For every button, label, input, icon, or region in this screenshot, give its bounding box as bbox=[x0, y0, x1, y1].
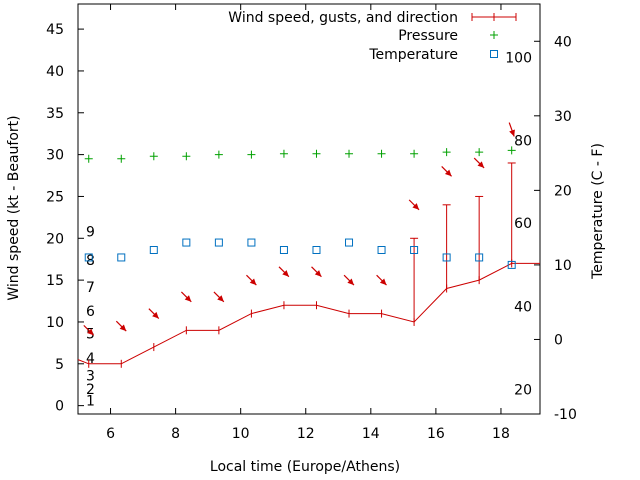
y-tick-label: 15 bbox=[46, 273, 64, 289]
wind-speed-line bbox=[77, 262, 540, 365]
wind-direction-arrowhead bbox=[119, 324, 127, 332]
x-tick-label: 18 bbox=[492, 426, 510, 442]
beaufort-label: 2 bbox=[86, 382, 95, 398]
y2-tick-label: 20 bbox=[554, 183, 572, 199]
y2-tick-label: 40 bbox=[554, 34, 572, 50]
x-tick-label: 8 bbox=[171, 426, 180, 442]
temperature-point bbox=[507, 260, 516, 269]
beaufort-label: 5 bbox=[86, 327, 95, 343]
x-tick-label: 14 bbox=[362, 426, 380, 442]
pressure-point bbox=[475, 148, 484, 157]
legend-label: Wind speed, gusts, and direction bbox=[228, 10, 458, 26]
temperature-point bbox=[442, 253, 451, 262]
pressure-point bbox=[182, 152, 191, 161]
wind-direction-arrowhead bbox=[217, 295, 224, 302]
beaufort-label: 7 bbox=[86, 280, 95, 296]
temperature-point bbox=[182, 238, 191, 247]
legend-symbol-pressure bbox=[490, 31, 498, 39]
fahrenheit-label: 20 bbox=[514, 382, 532, 398]
y2-tick-label: 30 bbox=[554, 109, 572, 125]
pressure-point bbox=[149, 152, 158, 161]
ticks-layer: 6 8 10 12 14 16 18051015202530354045-100102030… bbox=[46, 4, 577, 442]
pressure-point bbox=[84, 154, 93, 163]
plot-frame-layer bbox=[77, 3, 541, 415]
y2-tick-label: 0 bbox=[554, 332, 563, 348]
wind-direction-arrowhead bbox=[477, 161, 485, 168]
legend-label: Temperature bbox=[368, 47, 458, 63]
wind-direction-arrowhead bbox=[152, 311, 159, 319]
y-tick-label: 30 bbox=[46, 148, 64, 164]
wind-direction-arrowhead bbox=[87, 328, 94, 336]
plot-frame bbox=[77, 3, 541, 415]
wind-direction-arrowhead bbox=[184, 295, 192, 302]
temperature-point bbox=[279, 246, 288, 254]
pressure-point bbox=[377, 149, 386, 158]
x-axis-label: Local time (Europe/Athens) bbox=[210, 459, 400, 475]
wind-direction-arrowhead bbox=[379, 278, 387, 286]
legend-label: Pressure bbox=[398, 28, 458, 44]
legend-symbol-temperature bbox=[490, 50, 498, 58]
series-layer bbox=[77, 122, 540, 368]
temperature-point bbox=[149, 246, 158, 254]
y-tick-label: 25 bbox=[46, 189, 64, 205]
fahrenheit-label: 60 bbox=[514, 216, 532, 232]
temperature-point bbox=[312, 246, 321, 254]
pressure-point bbox=[410, 149, 419, 158]
x-tick-label: 6 bbox=[106, 426, 115, 442]
fahrenheit-label: 40 bbox=[514, 300, 532, 316]
pressure-point bbox=[117, 154, 126, 163]
x-tick-label: 12 bbox=[297, 426, 315, 442]
wind-direction-arrowhead bbox=[412, 203, 420, 210]
wind-direction-arrowhead bbox=[509, 129, 515, 137]
y-tick-label: 0 bbox=[55, 399, 64, 415]
pressure-point bbox=[214, 150, 223, 159]
pressure-point bbox=[279, 149, 288, 158]
y-tick-label: 5 bbox=[55, 357, 64, 373]
legend: Wind speed, gusts, and direction Pressure… bbox=[228, 10, 517, 63]
wind-direction-arrowhead bbox=[282, 270, 289, 277]
beaufort-label: 3 bbox=[86, 369, 95, 385]
temperature-point bbox=[410, 246, 419, 254]
x-tick-label: 16 bbox=[427, 426, 445, 442]
pressure-point bbox=[312, 149, 321, 158]
pressure-point bbox=[442, 148, 451, 157]
temperature-point bbox=[117, 253, 126, 262]
temperature-point bbox=[377, 246, 386, 254]
y-tick-label: 10 bbox=[46, 315, 64, 331]
y-tick-label: 40 bbox=[46, 64, 64, 80]
temperature-point bbox=[214, 238, 223, 247]
fahrenheit-label: 100 bbox=[505, 51, 532, 67]
pressure-point bbox=[247, 150, 256, 159]
y2-tick-label: 10 bbox=[554, 258, 572, 274]
x-tick-label: 10 bbox=[232, 426, 250, 442]
beaufort-label: 6 bbox=[86, 304, 95, 320]
beaufort-label: 4 bbox=[86, 351, 95, 367]
temperature-point bbox=[475, 253, 484, 262]
temperature-point bbox=[345, 238, 354, 247]
wind-direction-arrowhead bbox=[347, 278, 354, 286]
y-tick-label: 45 bbox=[46, 22, 64, 38]
temperature-point bbox=[84, 253, 93, 262]
beaufort-label: 1 bbox=[86, 394, 95, 410]
legend-symbol-wind bbox=[471, 13, 517, 21]
y-axis-label: Wind speed (kt - Beaufort) bbox=[6, 115, 22, 300]
fahrenheit-label: 80 bbox=[514, 133, 532, 149]
y-tick-label: 20 bbox=[46, 231, 64, 247]
beaufort-label: 9 bbox=[86, 225, 95, 241]
wind-direction-arrowhead bbox=[314, 270, 322, 277]
y2-tick-label: -10 bbox=[554, 407, 577, 423]
y-tick-label: 35 bbox=[46, 106, 64, 122]
pressure-point bbox=[345, 149, 354, 158]
temperature-point bbox=[247, 238, 256, 247]
y2-axis-label: Temperature (C - F) bbox=[590, 143, 606, 280]
wind-direction-arrowhead bbox=[444, 169, 452, 177]
wind-direction-arrowhead bbox=[249, 278, 257, 286]
pressure-point bbox=[507, 146, 516, 155]
